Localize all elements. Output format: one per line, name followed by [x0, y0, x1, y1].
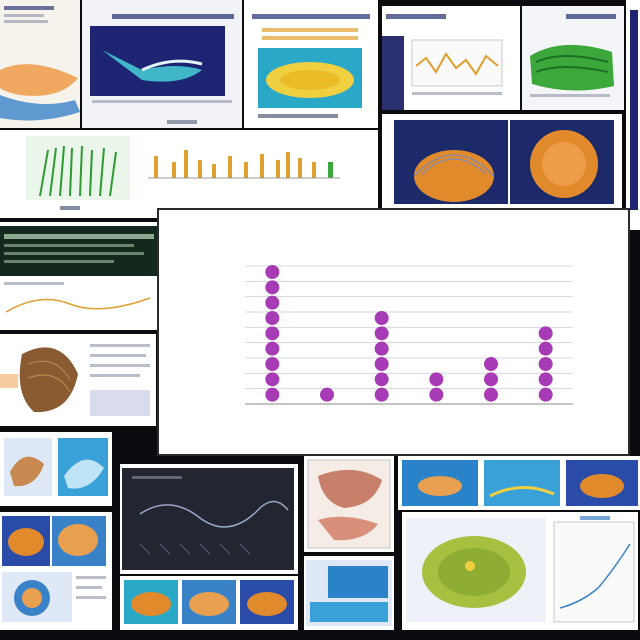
- thumbnail-anatomy-left: [0, 0, 80, 128]
- thumbnail-blue-screen: [304, 556, 394, 630]
- data-point: [320, 387, 334, 402]
- thumbnail-colorful-boxes: [120, 576, 298, 630]
- thumbnail-strip-row: [398, 456, 640, 510]
- data-point: [429, 372, 444, 387]
- data-point: [265, 326, 280, 341]
- gull-illustration: [82, 0, 242, 128]
- thumbnail-bar-chart-left: [0, 130, 378, 218]
- data-point: [429, 387, 444, 402]
- bar-chart-thumb: [0, 130, 378, 218]
- line-chart-thumb: [382, 6, 520, 110]
- data-point: [538, 326, 553, 341]
- data-point: [374, 387, 389, 402]
- data-point: [538, 387, 553, 402]
- data-point: [265, 311, 280, 325]
- shell-illustration: [0, 334, 156, 426]
- thumbnail-orange-cluster: [0, 512, 112, 630]
- orange-spheres-illustration: [382, 114, 622, 214]
- thumbnail-orange-spheres: [382, 114, 622, 214]
- dark-line-chart-thumb: [120, 464, 298, 574]
- data-point: [538, 372, 553, 387]
- data-point: [265, 265, 280, 279]
- thumbnail-gull-figure: [82, 0, 242, 128]
- orange-cluster-illustration: [0, 512, 112, 630]
- data-point: [374, 326, 389, 341]
- chart-grid: [245, 265, 573, 405]
- thumbnail-dark-line-chart: [120, 464, 298, 574]
- data-point: [538, 341, 553, 356]
- thumbnail-green-cell-graph: [402, 512, 638, 630]
- data-point: [538, 357, 553, 371]
- yellow-cell-illustration: [244, 0, 378, 128]
- thumbnail-shell-anatomy: [0, 334, 156, 426]
- strip-row-illustration: [398, 456, 640, 510]
- data-markers: [265, 265, 553, 402]
- data-point: [265, 295, 280, 310]
- text-panel-graphic: [0, 222, 160, 330]
- data-point: [374, 372, 389, 387]
- data-point: [265, 387, 280, 402]
- thumbnail-heart-blue: [0, 432, 112, 506]
- thumbnail-line-chart-top: [382, 6, 520, 110]
- data-point: [374, 311, 389, 325]
- data-point: [484, 372, 498, 387]
- colorful-boxes-illustration: [120, 576, 298, 630]
- thumbnail-liver-anatomy: [304, 456, 394, 552]
- data-point: [265, 341, 280, 356]
- data-point: [374, 357, 389, 371]
- chart-background: [159, 210, 628, 454]
- liver-illustration: [304, 456, 394, 552]
- data-point: [265, 280, 280, 295]
- green-surface-illustration: [522, 6, 624, 110]
- data-point: [484, 357, 498, 371]
- thumbnail-text-panel: [0, 222, 160, 330]
- thumbnail-green-surface: [522, 6, 624, 110]
- data-point: [484, 387, 498, 402]
- data-point: [265, 357, 280, 371]
- main-scatter-chart: [157, 208, 630, 456]
- green-cell-graph-illustration: [402, 512, 638, 630]
- blue-screen-illustration: [304, 556, 394, 630]
- heart-blue-illustration: [0, 432, 112, 506]
- fish-illustration: [0, 0, 80, 128]
- right-edge-strip: [626, 0, 640, 230]
- data-point: [265, 372, 280, 387]
- chart-canvas: [159, 210, 628, 454]
- data-point: [374, 341, 389, 356]
- thumbnail-yellow-cell: [244, 0, 378, 128]
- edge-strip-graphic: [626, 0, 640, 230]
